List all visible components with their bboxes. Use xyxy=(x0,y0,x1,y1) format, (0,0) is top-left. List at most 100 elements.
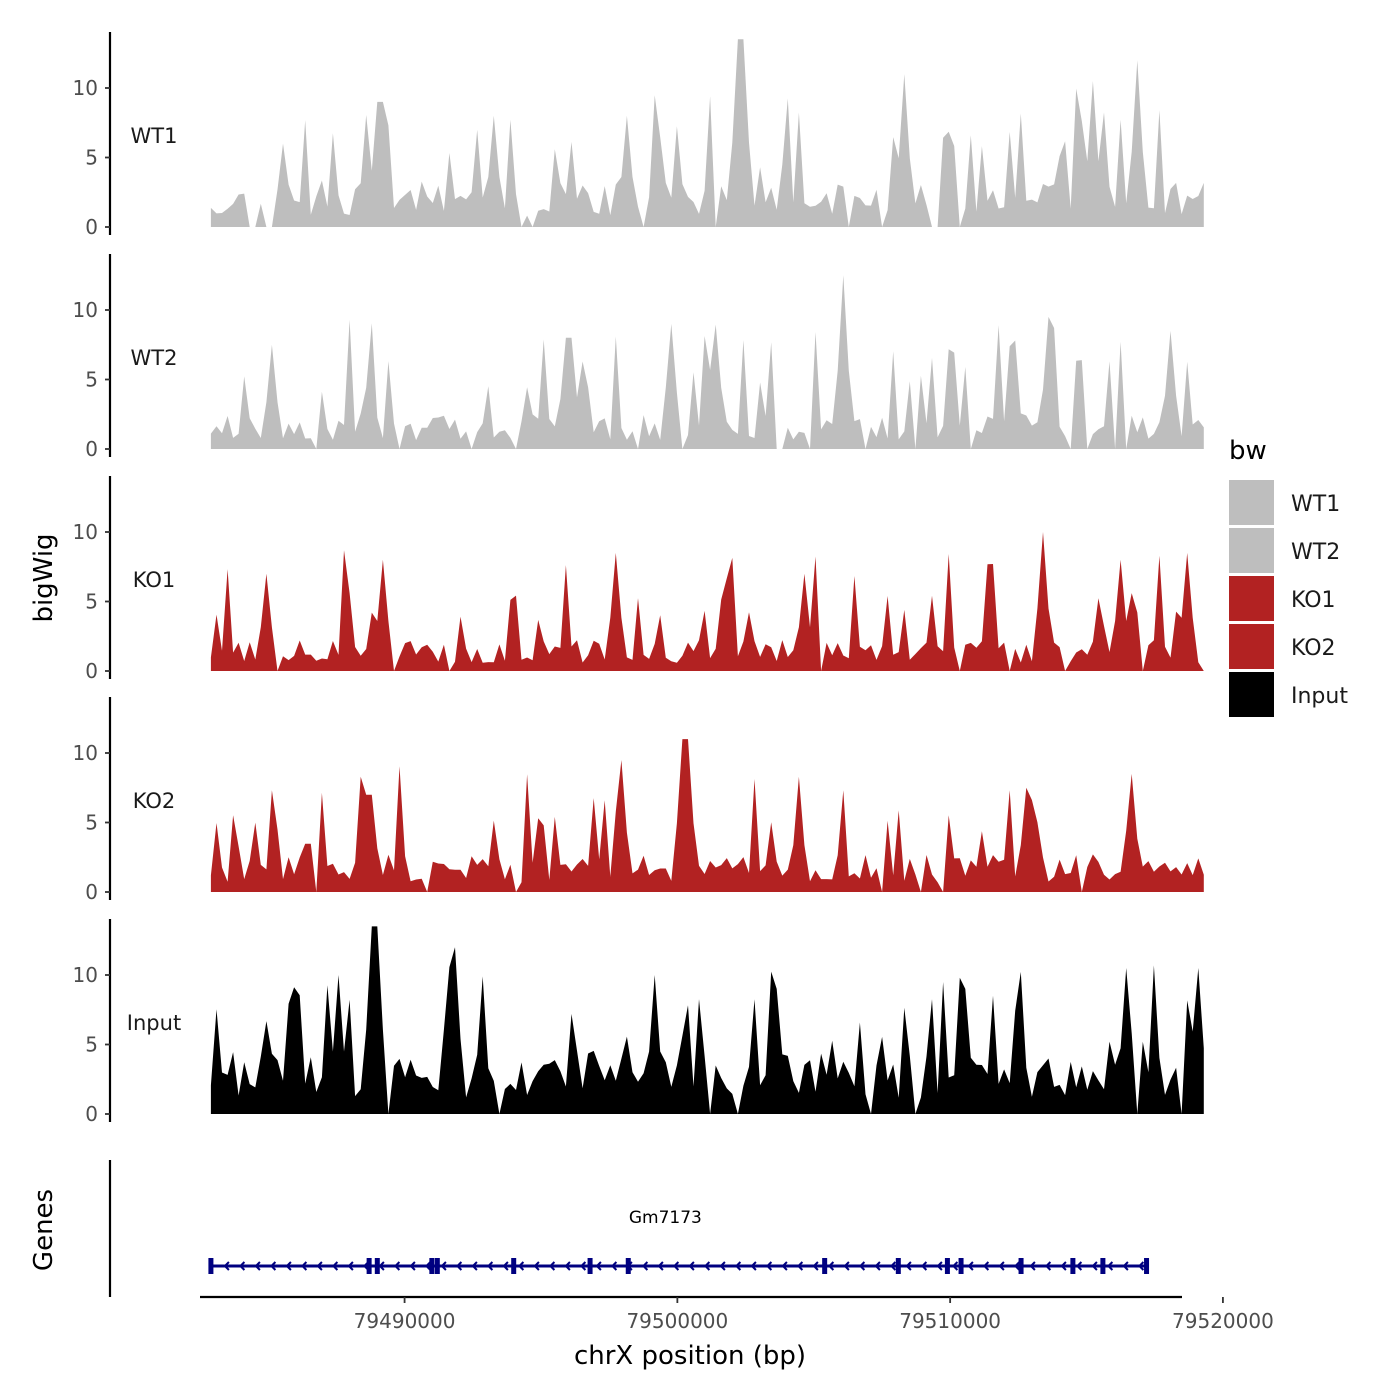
strand-arrow xyxy=(610,1261,618,1271)
exon-mark xyxy=(429,1258,435,1274)
strand-arrow xyxy=(889,1261,897,1271)
track-label: WT1 xyxy=(131,124,178,148)
strand-arrow xyxy=(657,1261,664,1271)
strand-arrow xyxy=(641,1261,649,1271)
strand-arrow xyxy=(951,1261,959,1271)
legend: bw WT1 WT2 KO1 KO2 Input xyxy=(1229,436,1348,717)
strand-arrow xyxy=(703,1261,711,1271)
strand-arrow xyxy=(378,1261,385,1271)
strand-arrow xyxy=(285,1261,292,1271)
strand-arrow xyxy=(1013,1261,1021,1271)
track-ko1: 0 5 10 KO1 xyxy=(73,476,1204,683)
legend-key-wt1 xyxy=(1229,480,1274,525)
y-tick-label: 10 xyxy=(73,298,98,322)
x-tick-label: 79510000 xyxy=(899,1309,1001,1333)
strand-arrow xyxy=(424,1261,432,1271)
track-label: KO2 xyxy=(133,789,176,813)
strand-arrow xyxy=(719,1261,726,1271)
strand-arrow xyxy=(347,1261,354,1271)
strand-arrow xyxy=(781,1261,788,1271)
gene-label: Gm7173 xyxy=(629,1208,702,1228)
strand-arrow xyxy=(331,1261,339,1271)
strand-arrow xyxy=(998,1261,1005,1271)
strand-arrow xyxy=(765,1261,773,1271)
exon-mark xyxy=(944,1258,950,1274)
legend-label: WT2 xyxy=(1291,540,1340,565)
strand-arrow xyxy=(1091,1261,1098,1271)
exon-mark xyxy=(1100,1258,1106,1274)
strand-arrow xyxy=(843,1261,850,1271)
exon-mark xyxy=(1018,1258,1024,1274)
track-area-input xyxy=(210,926,1204,1114)
x-axis-title: chrX position (bp) xyxy=(574,1341,806,1371)
strand-arrow xyxy=(440,1261,447,1271)
y-tick-label: 0 xyxy=(85,1102,98,1126)
strand-arrow xyxy=(920,1261,928,1271)
exon-mark xyxy=(822,1258,828,1274)
y-tick-label: 10 xyxy=(73,76,98,100)
strand-arrow xyxy=(858,1261,866,1271)
strand-arrow xyxy=(455,1261,463,1271)
strand-arrow xyxy=(471,1261,478,1271)
strand-arrow xyxy=(1029,1261,1036,1271)
strand-arrow xyxy=(1106,1261,1114,1271)
exon-mark xyxy=(434,1258,440,1274)
strand-arrow xyxy=(254,1261,261,1271)
strand-arrow xyxy=(827,1261,835,1271)
exon-mark xyxy=(587,1258,593,1274)
track-wt2: 0 5 10 WT2 xyxy=(73,254,1204,461)
legend-key-ko1 xyxy=(1229,576,1274,621)
strand-arrow xyxy=(1137,1261,1145,1271)
legend-key-ko2 xyxy=(1229,624,1274,669)
exon-mark xyxy=(511,1258,517,1274)
y-tick-label: 0 xyxy=(85,437,98,461)
x-tick-label: 79500000 xyxy=(626,1309,728,1333)
legend-label: KO2 xyxy=(1291,636,1336,661)
strand-arrow xyxy=(564,1261,571,1271)
strand-arrow xyxy=(967,1261,974,1271)
strand-arrow xyxy=(1060,1261,1067,1271)
y-axis-title: bigWig xyxy=(29,533,59,622)
track-wt1: 0 5 10 WT1 xyxy=(73,32,1204,239)
strand-arrow xyxy=(796,1261,804,1271)
y-tick-label: 5 xyxy=(85,1033,98,1057)
strand-arrow xyxy=(672,1261,680,1271)
tracks-layer: 0 5 10 WT1 0 5 10 WT2 0 5 10 KO1 0 5 10 KO2 0 5 10 Input xyxy=(73,32,1204,1126)
gene-gm7173: Gm7173 xyxy=(208,1208,1150,1274)
track-area-wt2 xyxy=(210,275,1204,449)
strand-arrow xyxy=(393,1261,401,1271)
y-tick-label: 5 xyxy=(85,590,98,614)
strand-arrow xyxy=(548,1261,556,1271)
strand-arrow xyxy=(750,1261,757,1271)
legend-title: bw xyxy=(1229,436,1267,466)
y-tick-label: 10 xyxy=(73,520,98,544)
strand-arrow xyxy=(688,1261,695,1271)
strand-arrow xyxy=(812,1261,819,1271)
exon-mark xyxy=(374,1258,380,1274)
legend-key-wt2 xyxy=(1229,528,1274,573)
track-label: WT2 xyxy=(131,346,178,370)
track-area-wt1 xyxy=(210,39,1204,227)
genes-axis-title: Genes xyxy=(29,1189,59,1271)
exon-mark xyxy=(958,1258,964,1274)
y-tick-label: 10 xyxy=(73,741,98,765)
strand-arrow xyxy=(579,1261,587,1271)
strand-arrow xyxy=(734,1261,742,1271)
strand-arrow xyxy=(486,1261,494,1271)
exon-mark xyxy=(895,1258,901,1274)
strand-arrow xyxy=(1075,1261,1083,1271)
x-tick-label: 79520000 xyxy=(1172,1309,1274,1333)
exon-mark xyxy=(208,1258,214,1274)
strand-arrow xyxy=(316,1261,323,1271)
track-input: 0 5 10 Input xyxy=(73,919,1204,1126)
track-area-ko1 xyxy=(210,532,1204,671)
track-label: KO1 xyxy=(133,568,176,592)
strand-arrow xyxy=(533,1261,540,1271)
genes-panel: Gm7173 xyxy=(108,1160,1150,1297)
exon-mark xyxy=(625,1258,631,1274)
y-tick-label: 5 xyxy=(85,811,98,835)
x-tick-label: 79490000 xyxy=(354,1309,456,1333)
y-tick-label: 0 xyxy=(85,659,98,683)
y-tick-label: 10 xyxy=(73,963,98,987)
track-label: Input xyxy=(127,1011,181,1035)
